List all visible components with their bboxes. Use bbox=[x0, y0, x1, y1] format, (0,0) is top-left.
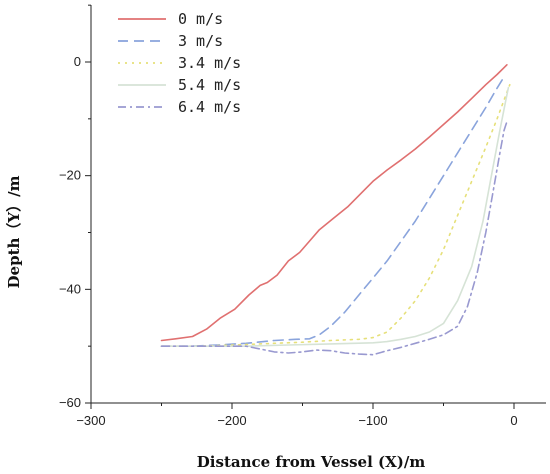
x-tick-label: −200 bbox=[217, 413, 246, 428]
series-line-2 bbox=[160, 83, 511, 348]
x-tick-label: −300 bbox=[76, 413, 105, 428]
legend-label-4: 6.4 m/s bbox=[178, 98, 241, 116]
x-axis-title: Distance from Vessel (X)/m bbox=[197, 453, 426, 471]
series-line-1 bbox=[160, 78, 504, 348]
x-tick-label: −100 bbox=[358, 413, 387, 428]
x-tick-label: 0 bbox=[510, 413, 517, 428]
y-tick-label: −20 bbox=[59, 168, 81, 183]
legend: 0 m/s 3 m/s 3.4 m/s 5.4 m/s 6.4 m/s bbox=[118, 10, 241, 116]
series-line-4 bbox=[160, 120, 508, 356]
y-axis-title: Depth（Y）/m bbox=[5, 175, 23, 288]
series-line-3 bbox=[160, 86, 510, 348]
series-line-0 bbox=[160, 64, 508, 342]
legend-label-0: 0 m/s bbox=[178, 10, 223, 28]
axes-layer: −300 −200 −100 0−60−40−200 bbox=[59, 4, 546, 428]
legend-label-1: 3 m/s bbox=[178, 32, 223, 50]
series-layer bbox=[160, 64, 511, 356]
y-tick-label: −60 bbox=[59, 395, 81, 410]
y-tick-label: −40 bbox=[59, 281, 81, 296]
legend-label-2: 3.4 m/s bbox=[178, 54, 241, 72]
legend-label-3: 5.4 m/s bbox=[178, 76, 241, 94]
y-tick-label: 0 bbox=[74, 54, 81, 69]
